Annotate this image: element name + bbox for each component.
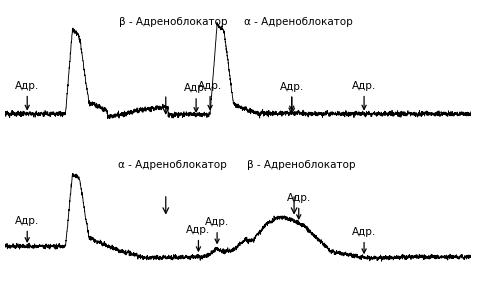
Text: β - Адреноблокатор: β - Адреноблокатор — [246, 160, 355, 170]
Text: β - Адреноблокатор: β - Адреноблокатор — [118, 17, 227, 27]
Text: α - Адреноблокатор: α - Адреноблокатор — [118, 160, 227, 170]
Text: Адр.: Адр. — [183, 83, 208, 112]
Text: Адр.: Адр. — [186, 225, 210, 251]
Text: Адр.: Адр. — [198, 81, 222, 109]
Text: Адр.: Адр. — [15, 216, 39, 242]
Text: Адр.: Адр. — [351, 227, 375, 253]
Text: Адр.: Адр. — [15, 81, 39, 109]
Text: Адр.: Адр. — [286, 193, 310, 219]
Text: α - Адреноблокатор: α - Адреноблокатор — [244, 17, 352, 27]
Text: Адр.: Адр. — [351, 81, 375, 109]
Text: Адр.: Адр. — [279, 82, 303, 110]
Text: Адр.: Адр. — [204, 217, 229, 243]
